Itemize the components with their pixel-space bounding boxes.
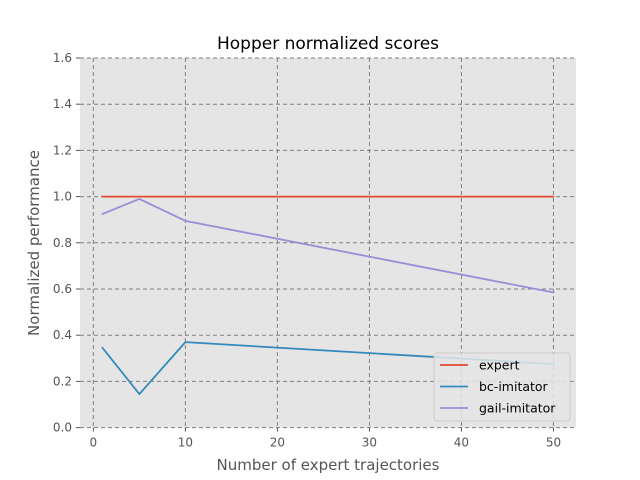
y-tick-label: 0.8: [53, 236, 72, 250]
y-axis-label: Normalized performance: [25, 150, 43, 336]
series-lines: [101, 195, 555, 396]
x-tick-label: 10: [178, 436, 193, 450]
series-line-bc-imitator: [101, 341, 555, 396]
legend-box: [433, 352, 571, 422]
y-tick-label: 0.6: [53, 282, 72, 296]
y-tick-label: 1.0: [53, 190, 72, 204]
legend-label: expert: [479, 358, 520, 373]
legend-label: bc-imitator: [479, 379, 549, 394]
x-axis-label: Number of expert trajectories: [217, 456, 440, 474]
y-tick-label: 0.4: [53, 328, 72, 342]
y-tick-label: 1.6: [53, 51, 72, 65]
x-tick-label: 50: [546, 436, 561, 450]
legend-label: gail-imitator: [479, 401, 556, 416]
x-tick-label: 30: [362, 436, 377, 450]
y-tick-label: 1.2: [53, 143, 72, 157]
y-axis-ticks: 0.0 0.2 0.4 0.6 0.8 1.0 1.2 1.4 1.6: [53, 51, 80, 435]
x-tick-label: 20: [270, 436, 285, 450]
y-tick-label: 1.4: [53, 97, 72, 111]
chart-title: Hopper normalized scores: [217, 34, 439, 54]
y-tick-label: 0.0: [53, 421, 72, 435]
series-line-gail-imitator: [101, 198, 555, 294]
y-tick-label: 0.2: [53, 374, 72, 388]
x-tick-label: 40: [454, 436, 469, 450]
legend: expert bc-imitator gail-imitator: [433, 352, 571, 422]
x-axis-ticks: 0 10 20 30 40 50: [90, 427, 561, 450]
x-tick-label: 0: [90, 436, 98, 450]
